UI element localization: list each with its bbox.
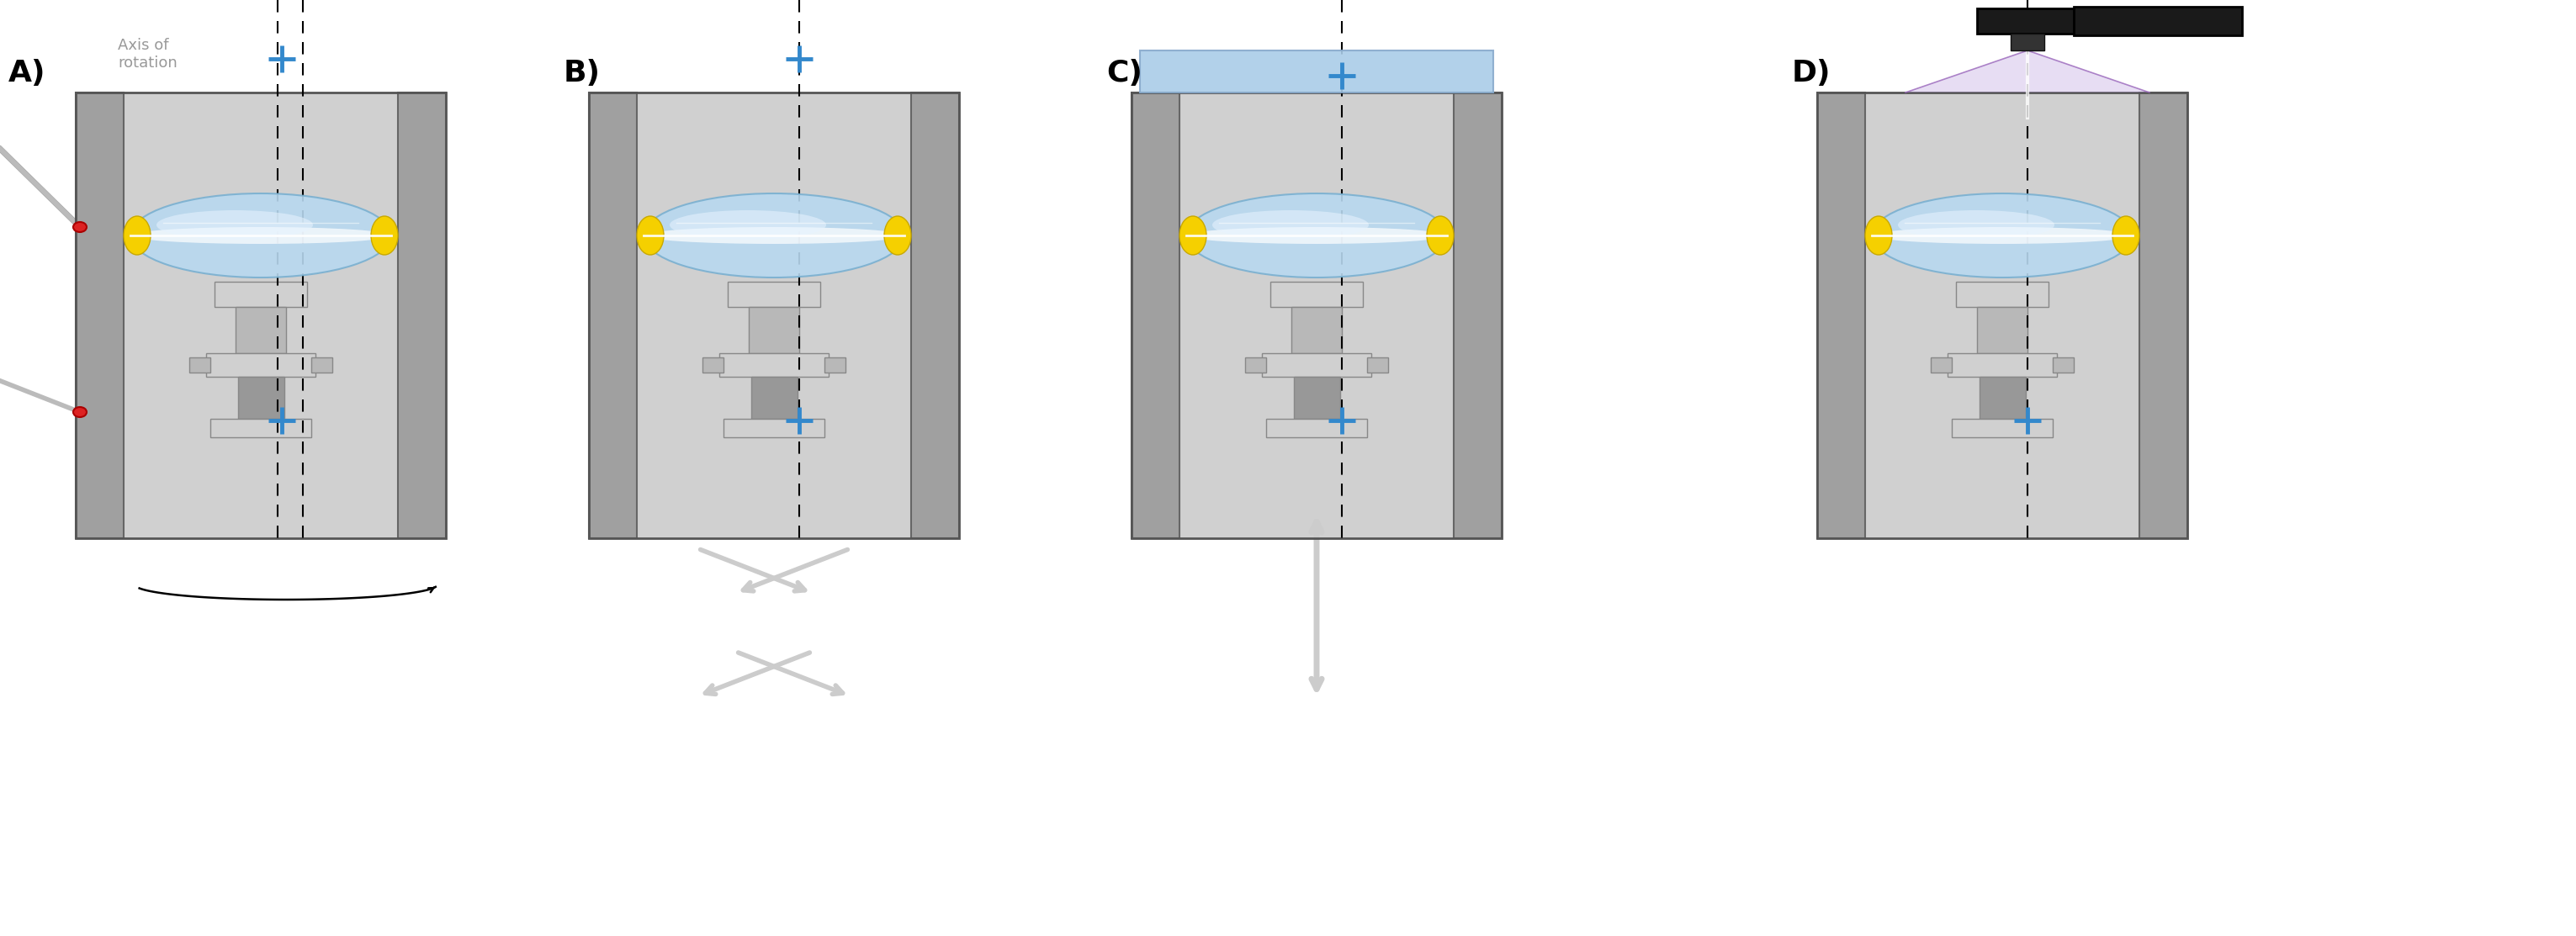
Ellipse shape xyxy=(1865,216,1891,255)
Bar xyxy=(2012,34,2045,51)
Bar xyxy=(1816,93,2187,538)
Bar xyxy=(590,93,958,538)
Bar xyxy=(1262,353,1370,377)
Bar xyxy=(75,93,446,538)
Ellipse shape xyxy=(1873,194,2133,277)
Ellipse shape xyxy=(670,211,827,240)
Text: C): C) xyxy=(1105,59,1141,87)
Ellipse shape xyxy=(636,216,665,255)
Bar xyxy=(1291,307,1342,353)
Bar xyxy=(1141,51,1494,93)
Text: D): D) xyxy=(1793,59,1832,87)
Ellipse shape xyxy=(131,194,392,277)
Bar xyxy=(1368,358,1388,373)
Bar xyxy=(724,418,824,437)
Bar xyxy=(1180,93,1453,538)
Bar xyxy=(1932,358,1953,373)
Bar xyxy=(237,377,283,418)
Bar xyxy=(2138,93,2187,538)
Ellipse shape xyxy=(72,407,88,417)
Ellipse shape xyxy=(1427,216,1453,255)
Ellipse shape xyxy=(1185,194,1448,277)
Ellipse shape xyxy=(1180,216,1206,255)
Bar xyxy=(2053,358,2074,373)
Bar xyxy=(1865,93,2138,538)
Bar xyxy=(1244,358,1267,373)
Bar xyxy=(750,307,799,353)
Bar xyxy=(1978,377,2025,418)
Bar xyxy=(1270,282,1363,307)
Bar xyxy=(1947,353,2056,377)
Ellipse shape xyxy=(1873,227,2133,244)
Bar xyxy=(726,282,819,307)
Bar xyxy=(824,358,845,373)
Bar xyxy=(590,93,636,538)
Bar xyxy=(124,93,397,538)
Bar xyxy=(1976,307,2027,353)
Bar xyxy=(1131,93,1502,538)
Text: Axis of
rotation: Axis of rotation xyxy=(118,37,178,70)
Bar xyxy=(636,93,912,538)
Bar xyxy=(206,353,314,377)
Text: A): A) xyxy=(8,59,46,87)
Bar xyxy=(1180,93,1453,538)
Bar xyxy=(75,93,124,538)
Text: B): B) xyxy=(564,59,600,87)
Ellipse shape xyxy=(157,211,312,240)
Bar xyxy=(1865,93,2138,538)
Ellipse shape xyxy=(1185,227,1448,244)
Ellipse shape xyxy=(72,222,88,232)
Bar xyxy=(750,377,796,418)
Ellipse shape xyxy=(124,216,149,255)
Ellipse shape xyxy=(884,216,912,255)
Bar xyxy=(912,93,958,538)
Bar xyxy=(124,93,397,538)
Ellipse shape xyxy=(644,194,904,277)
Bar xyxy=(719,353,829,377)
Bar xyxy=(2074,7,2241,36)
Bar xyxy=(1131,93,1180,538)
Bar xyxy=(1267,418,1368,437)
Bar xyxy=(397,93,446,538)
Bar xyxy=(1976,8,2079,34)
Ellipse shape xyxy=(131,227,392,244)
Bar xyxy=(188,358,211,373)
Bar xyxy=(636,93,912,538)
Ellipse shape xyxy=(644,227,904,244)
Bar xyxy=(211,418,312,437)
Ellipse shape xyxy=(2112,216,2141,255)
Polygon shape xyxy=(1906,51,2148,93)
Ellipse shape xyxy=(371,216,397,255)
Bar xyxy=(1293,377,1340,418)
Bar xyxy=(1816,93,1865,538)
Bar xyxy=(1953,418,2053,437)
Bar xyxy=(1453,93,1502,538)
Ellipse shape xyxy=(1213,211,1368,240)
Bar xyxy=(703,358,724,373)
Bar xyxy=(214,282,307,307)
Bar xyxy=(1955,282,2048,307)
Ellipse shape xyxy=(1899,211,2056,240)
Bar xyxy=(234,307,286,353)
Bar xyxy=(312,358,332,373)
